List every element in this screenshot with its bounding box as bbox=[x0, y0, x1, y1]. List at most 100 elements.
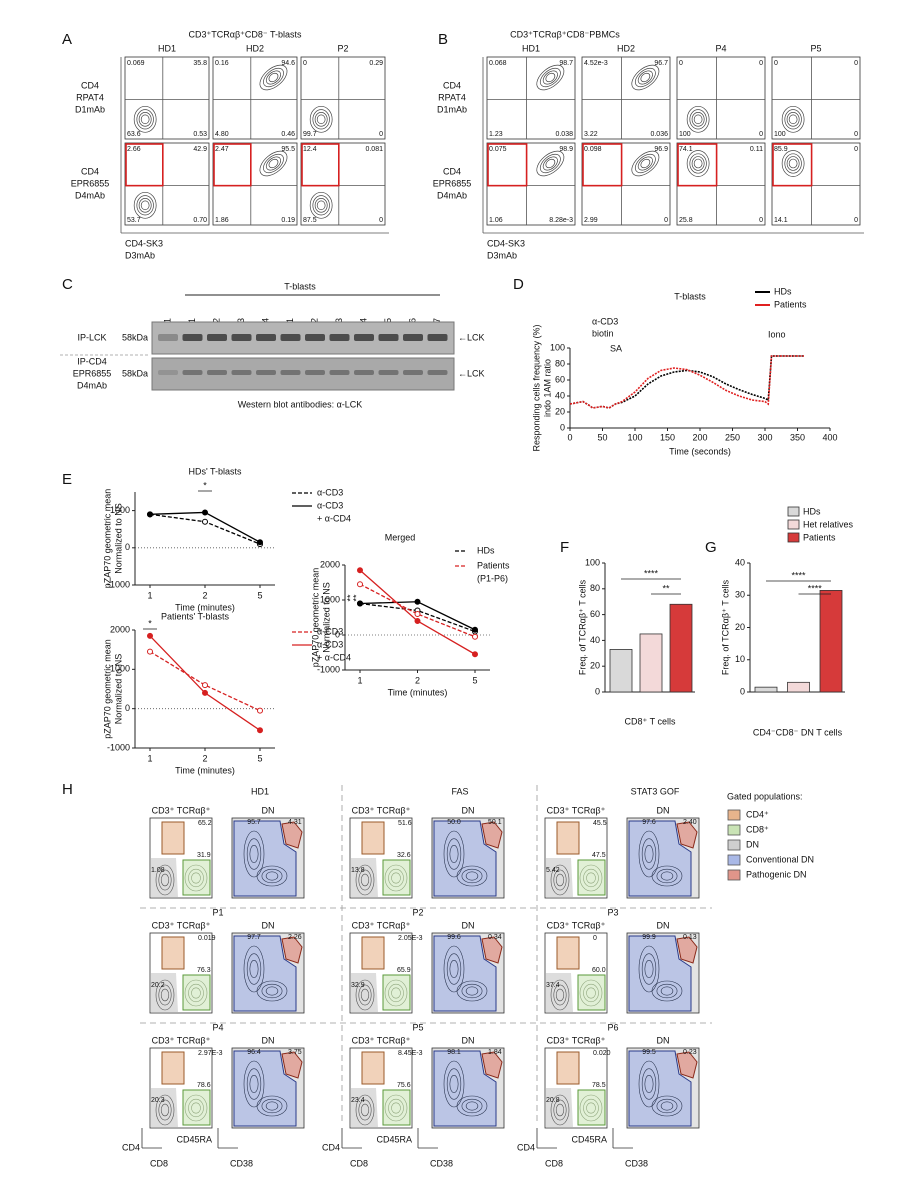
quadrant-value: 0.11 bbox=[750, 146, 763, 153]
legend-label: HDs bbox=[774, 286, 792, 296]
quadrant-value: 1.06 bbox=[489, 217, 503, 224]
contour bbox=[158, 869, 172, 891]
y-tick-label: 20 bbox=[590, 661, 600, 671]
data-point bbox=[414, 611, 421, 617]
contour bbox=[550, 979, 570, 1011]
blot-band bbox=[354, 370, 374, 375]
gate-value: 20.3 bbox=[151, 1097, 165, 1104]
dn-region bbox=[151, 858, 178, 897]
blot-band bbox=[158, 334, 178, 341]
gate-title: CD3⁺ TCRαβ⁺ bbox=[352, 920, 411, 930]
y-tick-label: 60 bbox=[590, 609, 600, 619]
gate-value: 8.45E-3 bbox=[398, 1050, 423, 1057]
legend-label: + α-CD4 bbox=[317, 652, 351, 662]
blot-band bbox=[231, 334, 252, 341]
y-tick-label: 80 bbox=[590, 583, 600, 593]
flow-plot bbox=[676, 142, 766, 226]
dn-region bbox=[351, 1088, 378, 1127]
annotation: α-CD3 bbox=[592, 316, 618, 326]
blot-band bbox=[329, 370, 350, 375]
x-tick-label: 5 bbox=[472, 675, 477, 685]
gate-title: DN bbox=[262, 1035, 275, 1045]
gate-value: 78.5 bbox=[592, 1082, 606, 1089]
y-tick-label: 60 bbox=[555, 374, 565, 384]
contour bbox=[542, 70, 558, 85]
contour bbox=[312, 109, 330, 130]
gate-box bbox=[213, 143, 252, 187]
contour bbox=[465, 1101, 479, 1111]
contour bbox=[461, 868, 483, 884]
data-point bbox=[257, 539, 263, 546]
conventional-dn-gate bbox=[233, 935, 297, 1012]
contour bbox=[550, 1094, 570, 1126]
panel-label: E bbox=[62, 471, 72, 488]
x-axis-label: Time (minutes) bbox=[175, 602, 235, 612]
contour bbox=[316, 114, 326, 125]
panel-label: D bbox=[513, 276, 524, 293]
quadrant-value: 1.86 bbox=[215, 217, 229, 224]
legend-label: CD8⁺ bbox=[746, 824, 769, 834]
contour bbox=[246, 1068, 262, 1100]
gate-box bbox=[487, 143, 528, 187]
dn-region bbox=[351, 973, 378, 1012]
contour bbox=[640, 72, 651, 83]
column-header: P2 bbox=[337, 43, 348, 53]
contour bbox=[249, 959, 259, 978]
y-tick-label: 0 bbox=[335, 629, 340, 639]
gate-value: 96.4 bbox=[247, 1049, 261, 1056]
data-point bbox=[257, 707, 263, 714]
sample-name: HD1 bbox=[251, 786, 269, 796]
cd4-gate bbox=[361, 1051, 385, 1085]
gate-value: 32.6 bbox=[397, 852, 411, 859]
legend-label: Pathogenic DN bbox=[746, 869, 807, 879]
contour bbox=[641, 953, 657, 985]
contour bbox=[140, 200, 150, 211]
gate-value: 2.26 bbox=[288, 934, 302, 941]
row-label: D4mAb bbox=[75, 190, 105, 200]
quadrant-value: 0 bbox=[854, 146, 858, 153]
contour bbox=[689, 153, 707, 174]
data-point bbox=[147, 632, 153, 639]
blot-band bbox=[280, 370, 301, 375]
contour bbox=[312, 195, 330, 216]
contour bbox=[638, 1060, 660, 1108]
gate-value: 2.97E-3 bbox=[198, 1050, 223, 1057]
contour bbox=[140, 114, 150, 125]
data-point bbox=[357, 600, 363, 607]
contour bbox=[651, 865, 683, 887]
quadrant-value: 2.99 bbox=[584, 217, 598, 224]
contour bbox=[784, 153, 802, 174]
blot-band bbox=[427, 334, 448, 341]
row-label: CD4 bbox=[81, 166, 99, 176]
x-tick-label: 1 bbox=[147, 753, 152, 763]
contour bbox=[631, 150, 660, 177]
quadrant-value: 0 bbox=[379, 217, 383, 224]
contour bbox=[691, 112, 705, 127]
group-label: T-blasts bbox=[284, 281, 316, 291]
gate-value: 37.4 bbox=[546, 982, 560, 989]
blot-band bbox=[231, 370, 252, 375]
gate-title: DN bbox=[462, 1035, 475, 1045]
x-axis-label: Time (minutes) bbox=[175, 765, 235, 775]
cd8-gate bbox=[577, 974, 606, 1011]
x-tick-label: 250 bbox=[725, 432, 740, 442]
quadrant-value: 4.80 bbox=[215, 131, 229, 138]
quadrant-value: 0.70 bbox=[193, 217, 207, 224]
legend-label: + α-CD4 bbox=[317, 513, 351, 523]
contour bbox=[243, 1060, 265, 1108]
gate-value: 3.75 bbox=[288, 1049, 302, 1056]
caption: Western blot antibodies: α-LCK bbox=[238, 399, 363, 409]
gate-value: 95.7 bbox=[247, 819, 261, 826]
y-axis-label: Normalized to NS bbox=[113, 654, 123, 725]
contour bbox=[158, 1099, 172, 1121]
flow-plot bbox=[124, 56, 210, 140]
contour bbox=[265, 70, 281, 85]
flow-plot bbox=[212, 56, 298, 140]
dn-region bbox=[151, 1088, 178, 1127]
pathogenic-dn-gate bbox=[281, 936, 303, 964]
data-point bbox=[472, 651, 478, 658]
flow-plot bbox=[771, 56, 861, 140]
x-tick-label: 5 bbox=[257, 753, 262, 763]
data-point bbox=[202, 682, 208, 689]
dn-region bbox=[546, 973, 573, 1012]
